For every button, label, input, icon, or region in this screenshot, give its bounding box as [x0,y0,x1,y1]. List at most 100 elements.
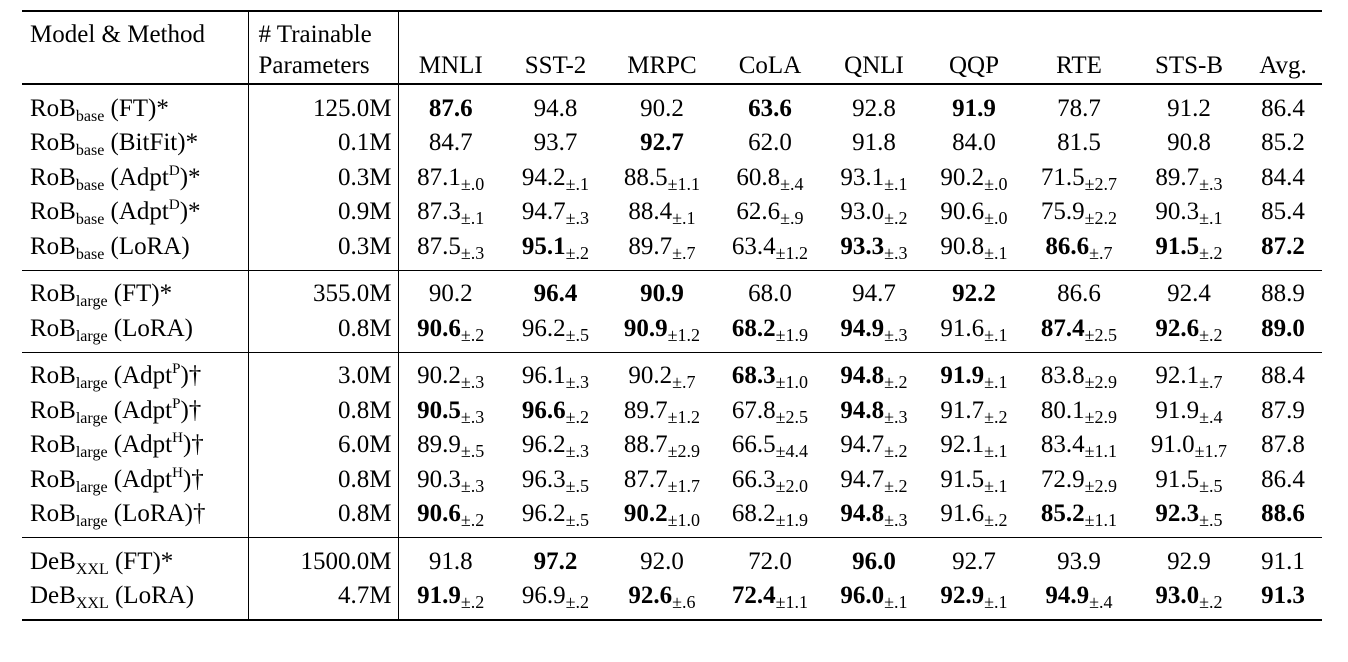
score-cell: 93.9 [1024,537,1134,579]
score-std: ±.2 [460,592,485,613]
score-cell: 93.0±.2 [824,195,924,230]
score-value: 96.6 [521,396,566,424]
score-cell: 67.8±2.5 [716,393,824,428]
score-cell: 90.2±.7 [608,351,716,393]
score-std: ±.1 [1199,208,1223,229]
score-value: 67.8 [731,396,776,424]
model-size: base [75,176,105,194]
score-value: 91.0 [1150,431,1195,459]
score-cell: 72.9±2.9 [1024,462,1134,497]
score-cell: 84.7 [398,126,503,161]
score-value: 97.2 [533,547,578,575]
table-row: RoBlarge (FT)* 355.0M 90.2 96.4 90.9 68.0 94.7… [22,269,1323,311]
score-cell: 91.5±.2 [1134,229,1244,270]
score-value: 94.8 [840,500,885,528]
model-name: RoBbase (AdptD)* [22,160,249,195]
score-value: 88.6 [1261,500,1305,528]
score-cell: 93.7 [503,126,608,161]
score-std: ±.5 [1199,510,1223,531]
score-cell: 96.0±.1 [824,578,924,621]
header-col-mnli: MNLI [398,47,503,85]
method-marker: )† [180,362,202,390]
score-std: ±.3 [884,324,908,345]
score-value: 92.2 [952,280,996,308]
score-cell: 94.7±.2 [824,462,924,497]
score-std: ±.9 [780,208,804,229]
score-std: ±.2 [884,208,908,229]
score-cell: 62.0 [716,126,824,161]
score-value: 85.4 [1261,198,1305,226]
score-value: 90.3 [417,465,461,493]
header-col-cola: CoLA [716,47,824,85]
score-value: 68.2 [731,500,776,528]
score-value: 87.3 [417,198,461,226]
model-size: large [75,375,108,393]
method-name: (Adpt [104,198,169,226]
score-cell: 96.3±.5 [503,462,608,497]
score-value: 68.3 [731,362,776,390]
trainable-params: 125.0M [248,84,399,126]
score-cell: 91.5±.1 [924,462,1024,497]
score-std: ±.3 [884,406,908,427]
score-std: ±.2 [565,242,590,263]
score-value: 90.8 [940,232,985,260]
score-value: 90.2 [640,94,684,122]
score-std: ±.2 [565,406,590,427]
table-row: RoBlarge (LoRA)† 0.8M 90.6±.2 96.2±.5 90.2±1… [22,496,1322,538]
score-value: 91.5 [1155,232,1200,260]
score-value: 66.5 [731,431,776,459]
score-cell: 88.4 [1244,351,1323,393]
model-name: RoBbase (FT)* [22,84,249,126]
model-base: RoB [30,314,76,342]
score-value: 87.1 [417,163,461,191]
score-std: ±.3 [565,372,590,393]
score-value: 94.8 [840,396,885,424]
score-value: 63.4 [731,232,776,260]
method-marker: † [192,500,206,528]
score-cell: 94.9±.4 [1024,578,1134,621]
score-value: 62.6 [736,198,781,226]
score-cell: 92.0 [608,537,716,579]
score-value: 72.4 [731,582,776,610]
score-value: 92.0 [640,547,684,575]
score-cell: 90.6±.2 [398,311,503,352]
score-cell: 93.3±.3 [824,229,924,270]
model-size: base [75,142,105,160]
header-col-qnli: QNLI [824,47,924,85]
table-row: DeBXXL (LoRA) 4.7M 91.9±.2 96.9±.2 92.6±.6 72… [22,578,1323,621]
score-value: 83.8 [1040,362,1085,390]
method-name: (BitFit) [104,129,186,157]
trainable-params: 0.8M [248,462,399,497]
model-name: RoBlarge (AdptH)† [22,427,249,462]
score-cell: 91.7±.2 [924,393,1024,428]
score-value: 88.9 [1261,280,1305,308]
header-trainable-line1: # Trainable [248,10,399,47]
score-std: ±.4 [1199,406,1223,427]
score-cell: 78.7 [1024,84,1134,126]
score-std: ±.1 [984,242,1008,263]
score-value: 68.0 [748,280,792,308]
method-name: (FT) [104,94,157,122]
score-cell: 60.8±.4 [716,160,824,195]
score-value: 92.7 [952,547,996,575]
score-value: 96.0 [852,547,896,575]
model-size: XXL [75,560,109,578]
header-row-2: Parameters MNLI SST-2 MRPC CoLA QNLI QQP… [22,47,1323,85]
score-cell: 72.0 [716,537,824,579]
score-cell: 63.4±1.2 [716,229,824,270]
score-value: 71.5 [1040,163,1085,191]
score-cell: 80.1±2.9 [1024,393,1134,428]
score-std: ±2.0 [775,475,809,496]
score-std: ±.1 [884,173,908,194]
score-value: 66.3 [731,465,776,493]
score-cell: 92.8 [824,84,924,126]
score-cell: 92.4 [1134,269,1244,311]
score-value: 96.4 [533,280,578,308]
model-name: RoBlarge (LoRA) [22,311,249,352]
score-cell: 75.9±2.2 [1024,195,1134,230]
score-std: ±.2 [884,475,908,496]
model-name: RoBlarge (LoRA)† [22,496,249,538]
score-cell: 87.8 [1244,428,1322,463]
score-value: 87.8 [1261,431,1305,459]
table-row: RoBlarge (AdptH)† 6.0M 89.9±.5 96.2±.3 88.7±… [22,427,1322,463]
